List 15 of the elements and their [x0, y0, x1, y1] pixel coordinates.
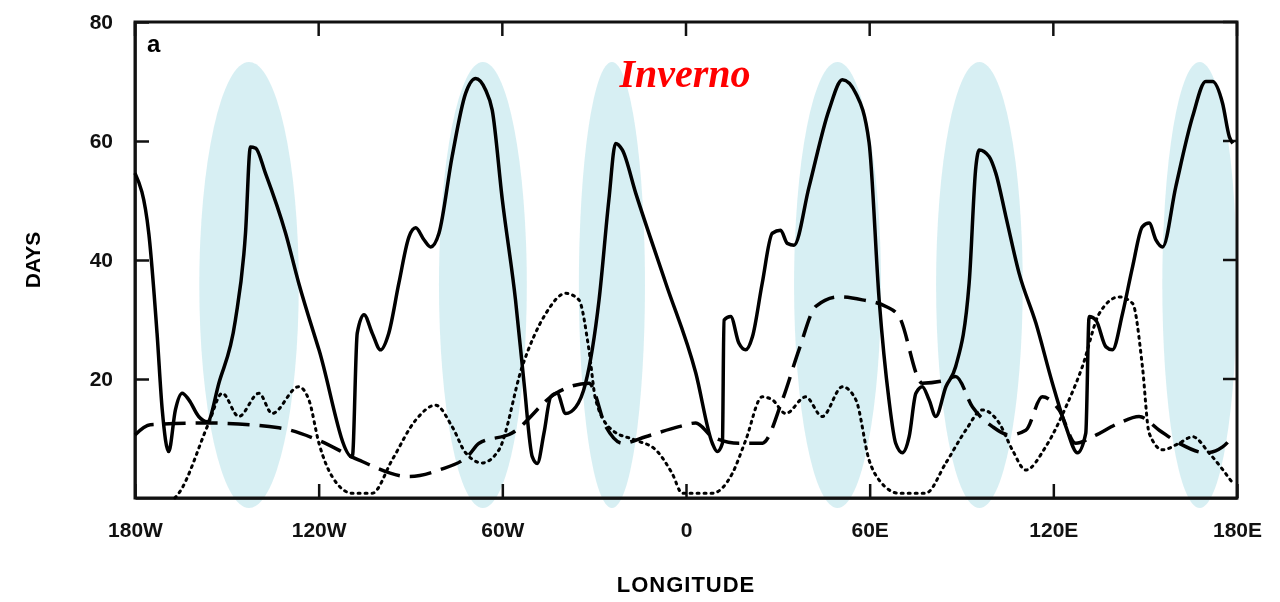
- y-tick-label: 60: [89, 129, 113, 153]
- y-tick-label: 20: [89, 367, 113, 391]
- x-tick-label: 60W: [481, 517, 525, 541]
- y-axis-title: DAYS: [21, 231, 44, 289]
- y-tick-label: 40: [89, 248, 113, 272]
- x-tick-label: 180W: [108, 517, 164, 541]
- annotation: a: [147, 30, 161, 57]
- annotation: Inverno: [618, 51, 751, 96]
- x-tick-label: 120E: [1029, 517, 1079, 541]
- x-tick-label: 0: [680, 517, 693, 541]
- x-tick-label: 180E: [1212, 517, 1263, 541]
- x-tick-label: 120W: [291, 517, 347, 541]
- y-tick-label: 80: [89, 10, 113, 34]
- x-axis-title: LONGITUDE: [616, 572, 756, 597]
- x-tick-label: 60E: [851, 517, 889, 541]
